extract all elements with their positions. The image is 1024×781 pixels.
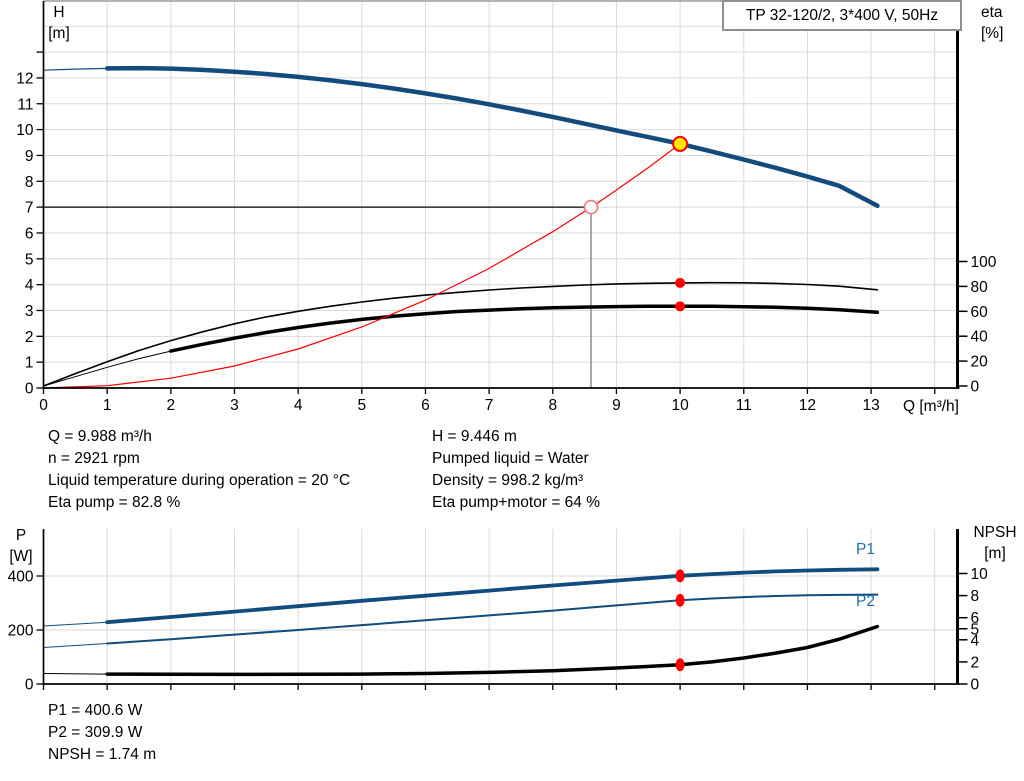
head-efficiency-chart: 0 1 2 3 4 5 6 7 8 9 10 11 12 130123456789101112020406… bbox=[16, 0, 997, 414]
eta-pump-motor-curve bbox=[169, 304, 880, 353]
eta-axis-title: eta [%] bbox=[981, 2, 1024, 44]
right-tick-label: 40 bbox=[971, 329, 989, 346]
p1-curve-label: P1 bbox=[856, 541, 875, 558]
pump-head-curve bbox=[104, 65, 880, 209]
info-line-eta-pump: Eta pump = 82.8 % bbox=[48, 494, 181, 511]
right-tick-label: 60 bbox=[971, 304, 989, 321]
eta-pump-motor-curve bbox=[43, 305, 878, 387]
left-tick-label: 3 bbox=[25, 303, 34, 320]
right-tick-label: 10 bbox=[971, 566, 989, 583]
left-tick-label: 2 bbox=[25, 329, 34, 346]
left-tick-label: 200 bbox=[8, 623, 34, 640]
x-tick-label: 8 bbox=[548, 397, 557, 414]
right-tick-label: 6 bbox=[971, 610, 980, 627]
eta-pump-operating-dot bbox=[675, 277, 686, 288]
info-line-temperature: Liquid temperature during operation = 20… bbox=[48, 472, 351, 489]
left-tick-label: 11 bbox=[17, 96, 33, 113]
eta-pump-curve bbox=[42, 281, 879, 387]
p2-power-curve bbox=[106, 593, 879, 645]
right-tick-label: 8 bbox=[971, 588, 980, 605]
npsh-operating-dot bbox=[675, 658, 685, 672]
left-tick-label: 1 bbox=[25, 355, 34, 372]
p2-curve-label: P2 bbox=[856, 593, 875, 610]
duty-info-left: Q = 9.988 m³/h n = 2921 rpm Liquid tempe… bbox=[48, 426, 350, 514]
right-tick-label: 100 bbox=[971, 254, 997, 271]
eta-pump-motor-operating-dot bbox=[675, 301, 686, 312]
flow-reference-point bbox=[583, 199, 599, 215]
npsh-curve bbox=[105, 624, 880, 677]
left-tick-label: 9 bbox=[25, 148, 34, 165]
info-line-flow: Q = 9.988 m³/h bbox=[48, 428, 152, 445]
x-tick-label: 0 bbox=[39, 397, 48, 414]
power-npsh-chart: 0 200 400 0 2 456 8 10 bbox=[8, 529, 988, 694]
info-line-npsh: NPSH = 1.74 m bbox=[48, 746, 157, 763]
npsh-curve bbox=[43, 626, 878, 675]
left-tick-label: 12 bbox=[16, 70, 33, 87]
x-tick-label: 4 bbox=[294, 397, 303, 414]
power-axis-title-symbol: P bbox=[15, 527, 27, 544]
p1-power-curve bbox=[105, 567, 880, 625]
power-info: P1 = 400.6 W P2 = 309.9 W NPSH = 1.74 m bbox=[48, 700, 156, 766]
duty-point[interactable] bbox=[672, 135, 689, 152]
npsh-axis-title-symbol: NPSH bbox=[973, 524, 1017, 541]
p2-operating-dot bbox=[675, 593, 685, 607]
left-tick-label: 400 bbox=[8, 569, 34, 586]
pump-title-box: TP 32-120/2, 3*400 V, 50Hz bbox=[722, 0, 962, 31]
eta-axis-title-unit: [%] bbox=[981, 25, 1004, 42]
info-line-eta-total: Eta pump+motor = 64 % bbox=[432, 494, 601, 511]
right-tick-label: 20 bbox=[971, 354, 989, 371]
x-tick-label: 12 bbox=[799, 397, 816, 414]
left-tick-label: 4 bbox=[25, 277, 34, 294]
info-line-density: Density = 998.2 kg/m³ bbox=[432, 472, 584, 489]
left-tick-label: 8 bbox=[25, 174, 34, 191]
duty-info-right: H = 9.446 m Pumped liquid = Water Densit… bbox=[432, 426, 600, 514]
npsh-axis-title: NPSH [m] bbox=[966, 522, 1024, 564]
info-line-liquid: Pumped liquid = Water bbox=[432, 450, 589, 467]
x-tick-label: 10 bbox=[671, 397, 689, 414]
power-axis-title: P [W] bbox=[2, 525, 40, 567]
npsh-axis-title-unit: [m] bbox=[984, 545, 1006, 562]
right-tick-label: 5 bbox=[971, 621, 980, 638]
left-tick-label: 10 bbox=[16, 122, 34, 139]
left-tick-label: 5 bbox=[25, 251, 34, 268]
left-tick-label: 7 bbox=[25, 200, 34, 217]
x-tick-label: 7 bbox=[485, 397, 494, 414]
x-tick-label: 5 bbox=[357, 397, 366, 414]
eta-axis-title-symbol: eta bbox=[981, 4, 1003, 21]
left-tick-label: 6 bbox=[25, 225, 34, 242]
left-tick-label: 0 bbox=[25, 381, 34, 398]
x-tick-label: 13 bbox=[862, 397, 879, 414]
x-tick-label: 11 bbox=[736, 397, 752, 414]
right-tick-label: 4 bbox=[971, 632, 980, 649]
left-tick-label: 0 bbox=[25, 677, 34, 694]
info-line-p2: P2 = 309.9 W bbox=[48, 724, 143, 741]
info-line-speed: n = 2921 rpm bbox=[48, 450, 140, 467]
right-tick-label: 0 bbox=[971, 677, 980, 694]
x-tick-label: 2 bbox=[167, 397, 176, 414]
info-line-p1: P1 = 400.6 W bbox=[48, 702, 143, 719]
power-axis-title-unit: [W] bbox=[9, 548, 33, 565]
x-tick-label: 9 bbox=[612, 397, 621, 414]
head-axis-title-symbol: H bbox=[53, 4, 65, 21]
right-tick-label: 2 bbox=[971, 654, 980, 671]
p1-operating-dot bbox=[675, 569, 685, 583]
system-curve bbox=[42, 143, 681, 389]
right-tick-label: 80 bbox=[971, 279, 989, 296]
head-axis-title: H [m] bbox=[38, 2, 80, 44]
info-line-head: H = 9.446 m bbox=[432, 428, 517, 445]
x-tick-label: 6 bbox=[421, 397, 430, 414]
x-tick-label: 1 bbox=[103, 397, 112, 414]
flow-axis-title: Q [m³/h] bbox=[903, 398, 959, 415]
right-tick-label: 0 bbox=[971, 379, 980, 396]
x-tick-label: 3 bbox=[230, 397, 239, 414]
head-axis-title-unit: [m] bbox=[48, 25, 70, 42]
pump-head-curve bbox=[42, 67, 878, 207]
